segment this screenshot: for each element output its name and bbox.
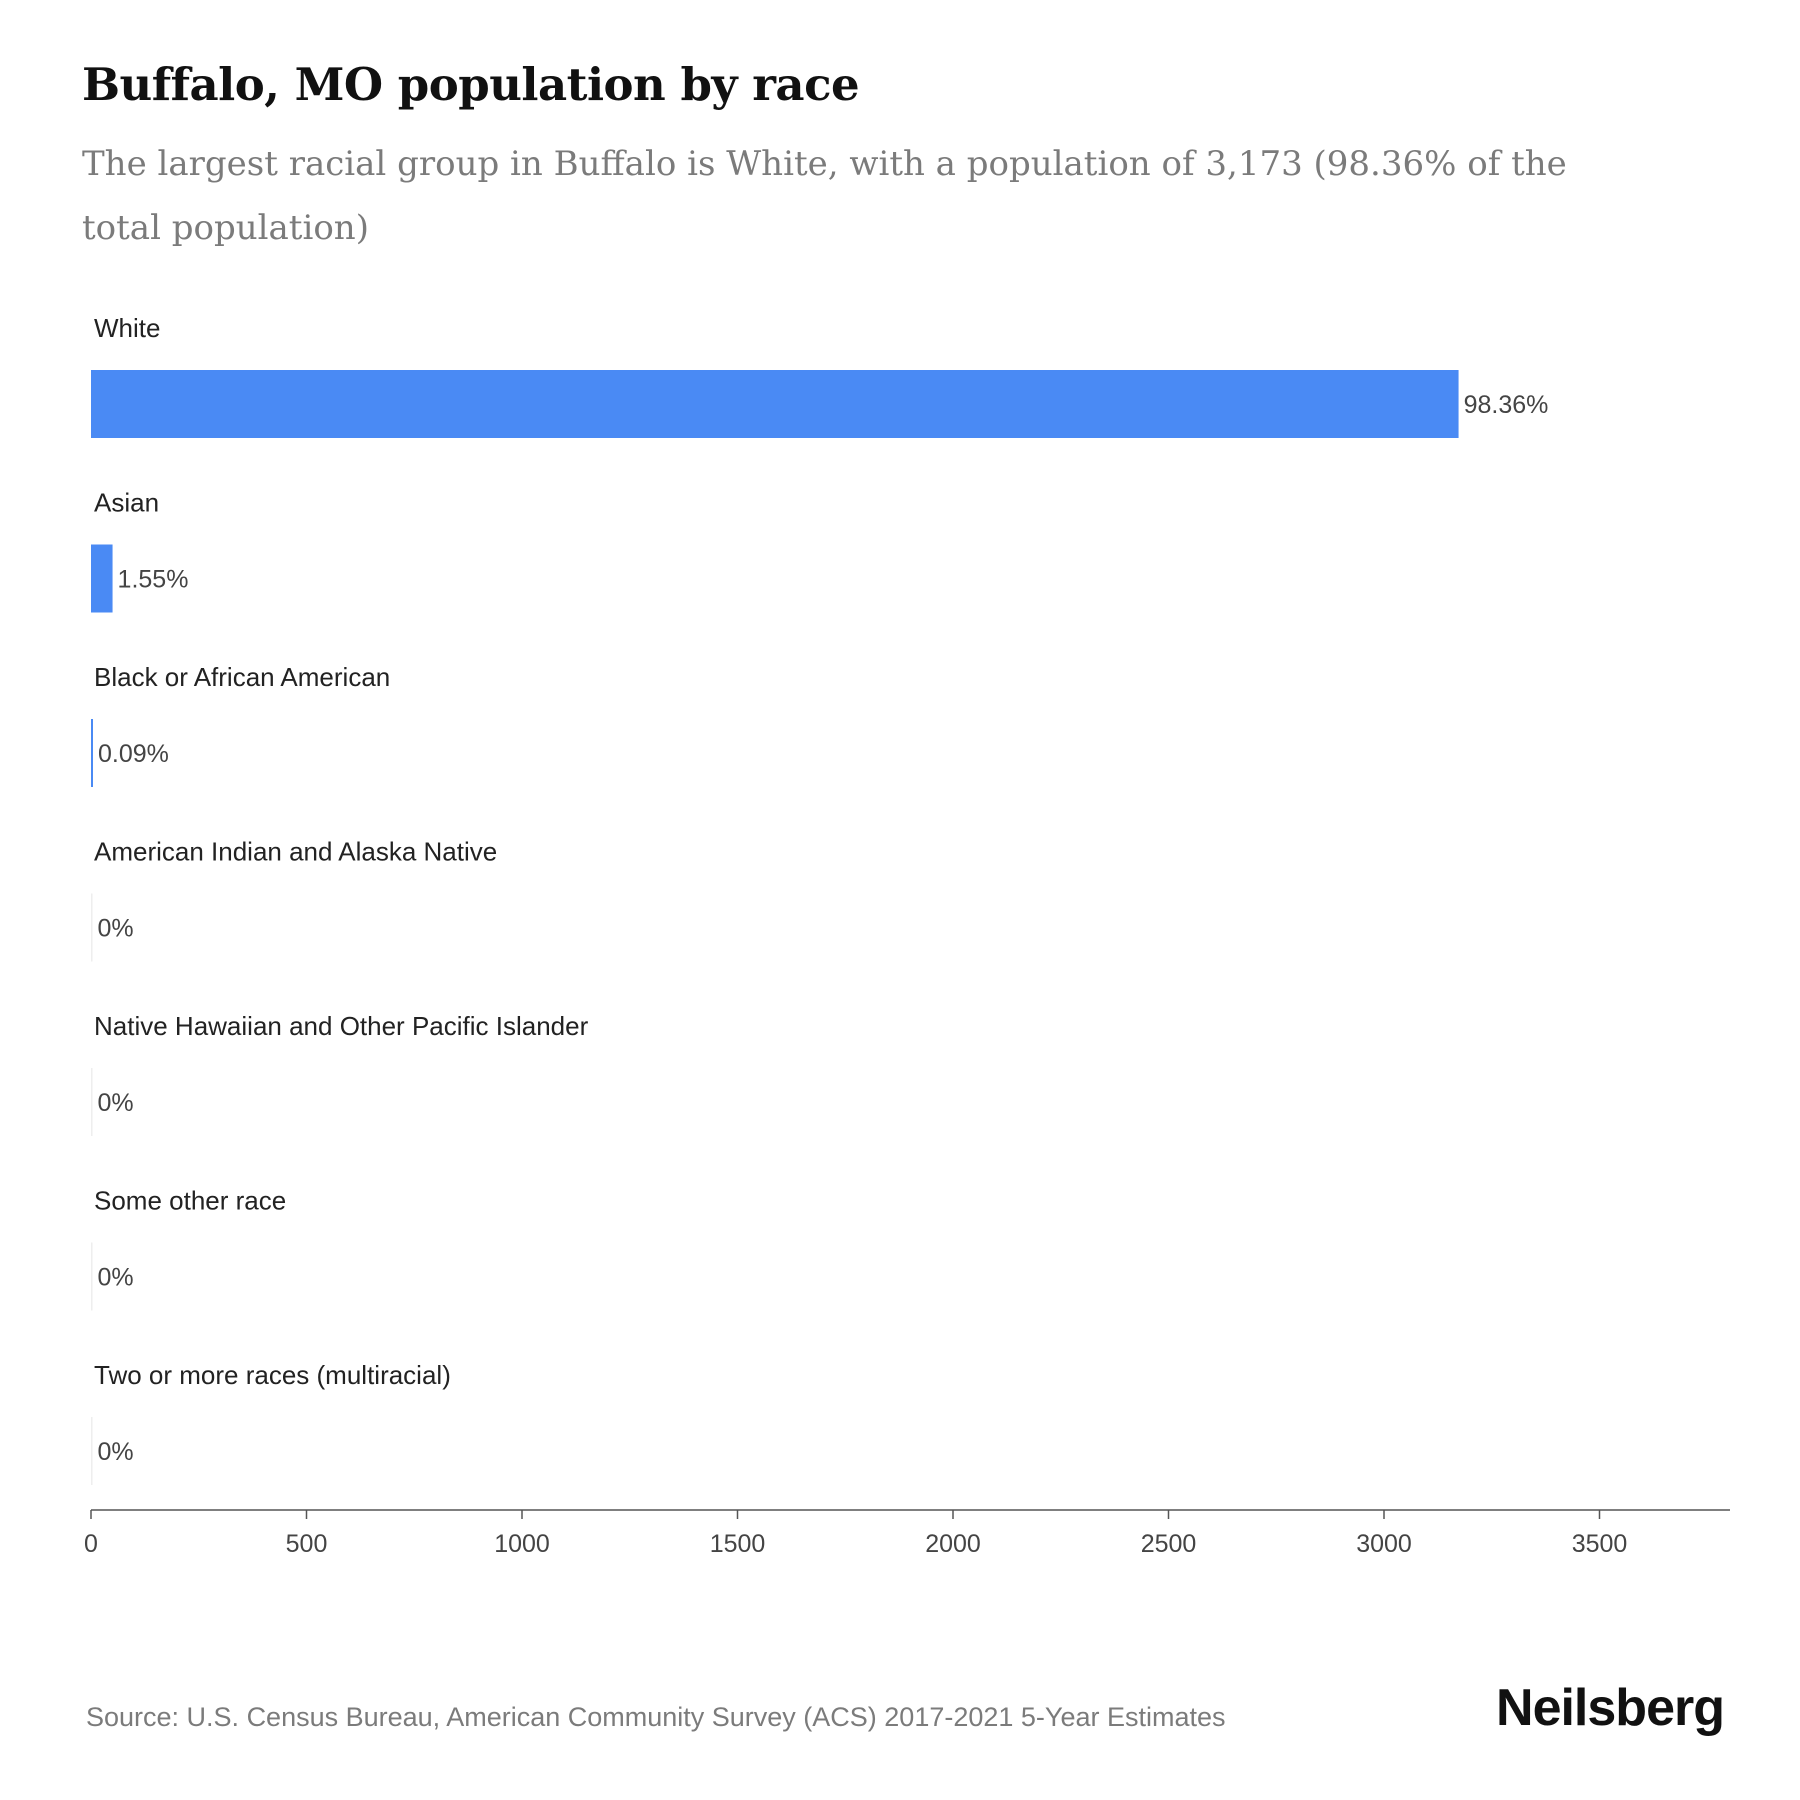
value-label: 0.09% — [98, 740, 169, 768]
x-tick-label: 2000 — [925, 1530, 981, 1558]
bar — [91, 1068, 93, 1136]
chart-subtitle: The largest racial group in Buffalo is W… — [82, 144, 1567, 248]
x-tick-label: 3500 — [1572, 1530, 1628, 1558]
value-label: 0% — [98, 1438, 134, 1466]
category-label: White — [94, 313, 160, 343]
category-label: Native Hawaiian and Other Pacific Island… — [94, 1011, 589, 1041]
value-label: 1.55% — [118, 566, 189, 594]
bar — [91, 1417, 93, 1485]
bar — [91, 1242, 93, 1311]
bar — [91, 544, 113, 613]
brand-logo: Neilsberg — [1496, 1679, 1725, 1737]
category-label: Two or more races (multiracial) — [94, 1360, 451, 1390]
x-tick-label: 1500 — [710, 1530, 766, 1558]
value-label: 0% — [98, 1264, 134, 1292]
source-note: Source: U.S. Census Bureau, American Com… — [86, 1702, 1226, 1732]
x-tick-label: 500 — [286, 1530, 328, 1558]
bar — [91, 893, 93, 962]
x-tick-label: 2500 — [1141, 1530, 1197, 1558]
bars-layer: White 98.36% Asian 1.55% Black or African Am… — [91, 313, 1548, 1485]
bar — [91, 719, 93, 787]
value-label: 98.36% — [1464, 391, 1549, 419]
category-label: Some other race — [94, 1186, 286, 1216]
category-label: Black or African American — [94, 662, 390, 692]
value-label: 0% — [98, 915, 134, 943]
x-tick-label: 1000 — [494, 1530, 550, 1558]
chart-title: Buffalo, MO population by race — [82, 58, 860, 111]
category-label: American Indian and Alaska Native — [94, 837, 497, 867]
bar — [91, 370, 1459, 438]
x-tick-label: 0 — [84, 1530, 98, 1558]
x-tick-label: 3000 — [1356, 1530, 1412, 1558]
category-label: Asian — [94, 488, 159, 518]
value-label: 0% — [98, 1089, 134, 1117]
x-axis: 0 500 1000 1500 2000 2500 3000 3500 — [84, 1509, 1730, 1558]
